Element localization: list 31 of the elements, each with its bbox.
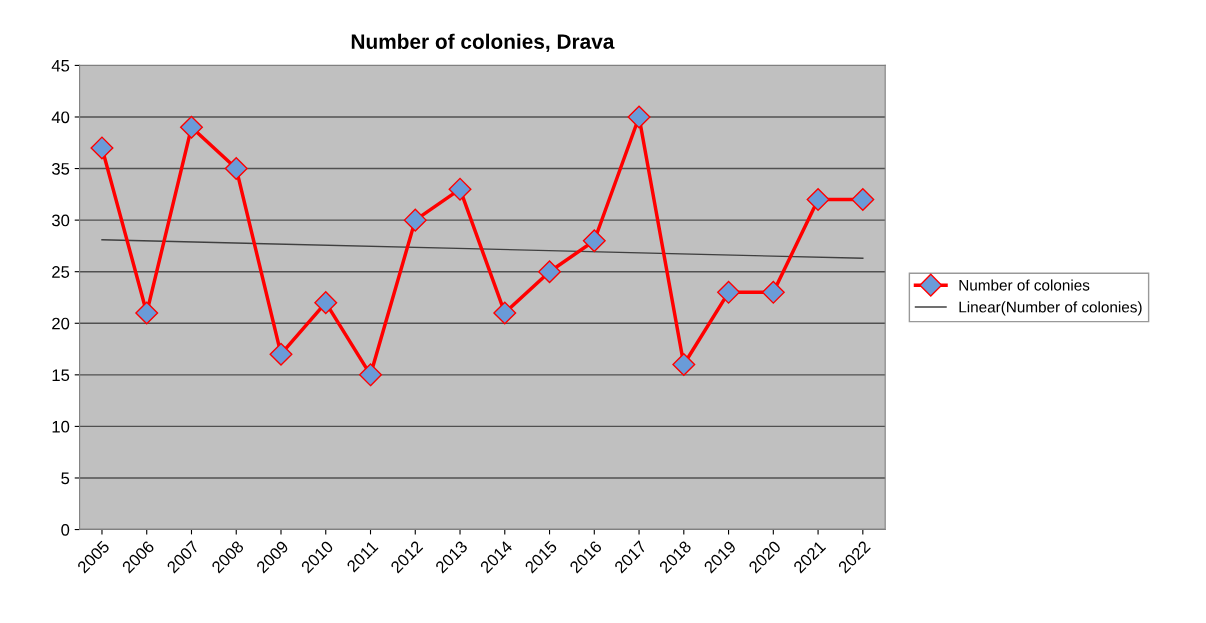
- point: [224, 157, 248, 181]
- point: [582, 229, 606, 253]
- legend-label: Linear(Number of colonies): [959, 301, 1142, 316]
- y-tick-label: 0: [61, 523, 70, 536]
- y-tick-label: 40: [51, 111, 70, 124]
- y-tick-label: 20: [52, 317, 70, 330]
- point: [448, 177, 472, 201]
- point: [538, 260, 562, 284]
- point: [627, 105, 651, 129]
- y-tick-label: 35: [51, 162, 70, 175]
- point: [314, 291, 338, 315]
- point: [269, 342, 293, 366]
- point: [403, 208, 427, 232]
- point: [90, 136, 114, 160]
- y-tick-label: 25: [52, 266, 70, 278]
- point: [851, 188, 875, 211]
- point: [717, 280, 741, 304]
- y-tick-label: 30: [51, 214, 70, 227]
- point: [806, 188, 830, 211]
- y-tick-label: 15: [52, 369, 70, 382]
- point: [179, 115, 203, 139]
- point: [493, 301, 517, 325]
- point: [135, 301, 159, 325]
- y-tick-label: 5: [61, 472, 70, 485]
- legend-label: Number of colonies: [959, 279, 1090, 291]
- chart-title: Number of colonies, Drava: [351, 33, 615, 52]
- point: [359, 363, 383, 387]
- y-tick-label: 45: [51, 59, 70, 72]
- point: [672, 353, 696, 377]
- y-tick-label: 10: [52, 420, 70, 433]
- point: [761, 280, 785, 304]
